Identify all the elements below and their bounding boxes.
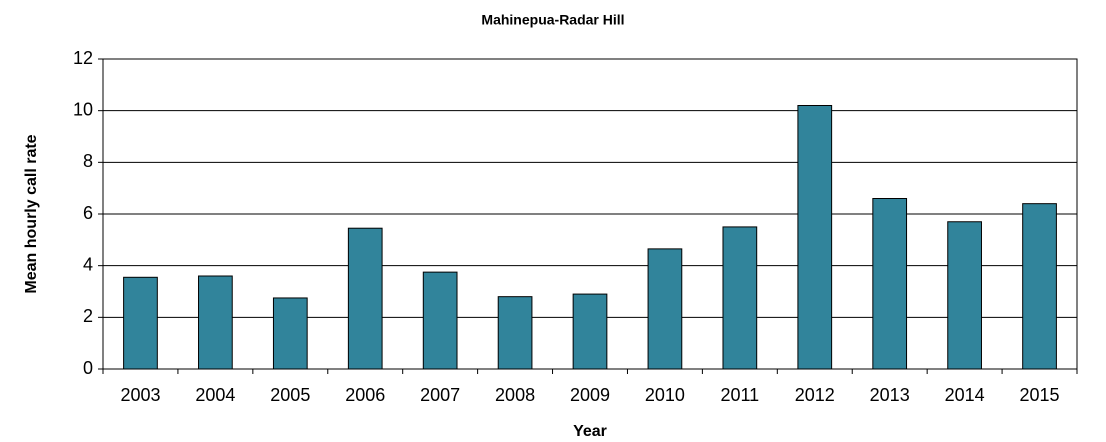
x-tick-label: 2014 [945,385,985,405]
y-tick-label: 4 [83,254,93,274]
bar [722,226,758,370]
y-axis-title: Mean hourly call rate [23,134,40,293]
bar [647,248,683,370]
x-tick-label: 2009 [570,385,610,405]
y-tick-label: 10 [73,99,93,119]
y-tick-label: 2 [83,306,93,326]
y-tick-label: 6 [83,203,93,223]
bar [272,297,308,370]
bar [1022,203,1057,370]
bar [872,198,908,370]
chart-title: Mahinepua-Radar Hill [481,12,624,28]
bar [947,221,982,370]
bar [497,296,533,370]
y-tick-label: 12 [73,48,93,68]
x-tick-label: 2003 [120,385,160,405]
x-tick-label: 2015 [1020,385,1060,405]
bar [422,271,458,370]
bar [347,227,383,370]
x-tick-label: 2011 [720,385,759,405]
x-tick-label: 2012 [795,385,835,405]
x-tick-label: 2005 [270,385,310,405]
bar [198,275,233,370]
x-tick-label: 2013 [870,385,910,405]
x-axis-title: Year [573,423,607,440]
y-tick-label: 0 [83,358,93,378]
bar [123,276,158,370]
x-tick-label: 2007 [420,385,460,405]
x-tick-label: 2006 [345,385,385,405]
y-tick-label: 8 [83,151,93,171]
bar [797,105,833,370]
x-tick-label: 2004 [195,385,235,405]
x-tick-label: 2008 [495,385,535,405]
x-tick-label: 2010 [645,385,685,405]
bar [572,293,608,370]
